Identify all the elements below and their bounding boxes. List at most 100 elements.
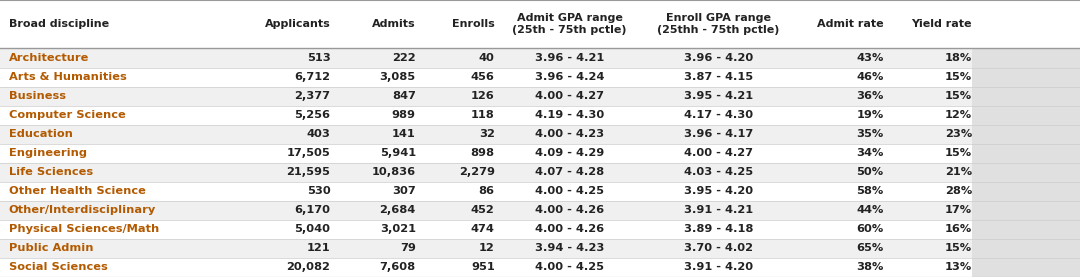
Text: Arts & Humanities: Arts & Humanities bbox=[9, 72, 126, 82]
Text: 141: 141 bbox=[392, 129, 416, 139]
Text: 3.95 - 4.21: 3.95 - 4.21 bbox=[684, 91, 753, 101]
Text: 3,021: 3,021 bbox=[380, 224, 416, 234]
Text: 15%: 15% bbox=[945, 91, 972, 101]
Text: 4.09 - 4.29: 4.09 - 4.29 bbox=[535, 148, 605, 158]
Text: 10,836: 10,836 bbox=[372, 167, 416, 177]
Text: 2,377: 2,377 bbox=[295, 91, 330, 101]
Text: 4.00 - 4.25: 4.00 - 4.25 bbox=[536, 263, 604, 273]
Text: 452: 452 bbox=[471, 205, 495, 215]
Text: 121: 121 bbox=[307, 243, 330, 253]
Text: 15%: 15% bbox=[945, 243, 972, 253]
Text: Other Health Science: Other Health Science bbox=[9, 186, 146, 196]
Text: Other/Interdisciplinary: Other/Interdisciplinary bbox=[9, 205, 156, 215]
Text: 4.00 - 4.25: 4.00 - 4.25 bbox=[536, 186, 604, 196]
Text: 5,040: 5,040 bbox=[295, 224, 330, 234]
Text: 23%: 23% bbox=[945, 129, 972, 139]
Text: 4.00 - 4.27: 4.00 - 4.27 bbox=[684, 148, 753, 158]
Text: 13%: 13% bbox=[945, 263, 972, 273]
Text: 4.19 - 4.30: 4.19 - 4.30 bbox=[535, 110, 605, 120]
Bar bbox=[0, 201, 972, 220]
Text: 6,712: 6,712 bbox=[295, 72, 330, 82]
Text: 79: 79 bbox=[400, 243, 416, 253]
Text: Physical Sciences/Math: Physical Sciences/Math bbox=[9, 224, 159, 234]
Text: 36%: 36% bbox=[856, 91, 883, 101]
Bar bbox=[0, 48, 972, 68]
Text: 38%: 38% bbox=[856, 263, 883, 273]
Text: 3.96 - 4.17: 3.96 - 4.17 bbox=[684, 129, 753, 139]
Text: 65%: 65% bbox=[856, 243, 883, 253]
Text: 403: 403 bbox=[307, 129, 330, 139]
Text: Public Admin: Public Admin bbox=[9, 243, 93, 253]
Text: 474: 474 bbox=[471, 224, 495, 234]
Text: Life Sciences: Life Sciences bbox=[9, 167, 93, 177]
Text: 4.00 - 4.27: 4.00 - 4.27 bbox=[536, 91, 604, 101]
Text: Admit rate: Admit rate bbox=[816, 19, 883, 29]
Text: Education: Education bbox=[9, 129, 72, 139]
Text: Computer Science: Computer Science bbox=[9, 110, 125, 120]
Text: 7,608: 7,608 bbox=[380, 263, 416, 273]
Text: 40: 40 bbox=[478, 53, 495, 63]
Text: 34%: 34% bbox=[856, 148, 883, 158]
Text: 21%: 21% bbox=[945, 167, 972, 177]
Text: 118: 118 bbox=[471, 110, 495, 120]
Bar bbox=[0, 163, 972, 182]
Bar bbox=[0, 125, 972, 144]
Text: 3.91 - 4.21: 3.91 - 4.21 bbox=[684, 205, 753, 215]
Text: Admits: Admits bbox=[373, 19, 416, 29]
Text: 898: 898 bbox=[471, 148, 495, 158]
Text: 5,941: 5,941 bbox=[380, 148, 416, 158]
Text: 4.07 - 4.28: 4.07 - 4.28 bbox=[535, 167, 605, 177]
Text: 3.94 - 4.23: 3.94 - 4.23 bbox=[535, 243, 605, 253]
Text: Business: Business bbox=[9, 91, 66, 101]
Text: Applicants: Applicants bbox=[265, 19, 330, 29]
Text: 12: 12 bbox=[478, 243, 495, 253]
Text: 989: 989 bbox=[392, 110, 416, 120]
Text: 222: 222 bbox=[392, 53, 416, 63]
Text: 12%: 12% bbox=[945, 110, 972, 120]
Text: 3.89 - 4.18: 3.89 - 4.18 bbox=[684, 224, 753, 234]
Text: 16%: 16% bbox=[945, 224, 972, 234]
Text: 43%: 43% bbox=[856, 53, 883, 63]
Text: 3.96 - 4.21: 3.96 - 4.21 bbox=[535, 53, 605, 63]
Text: Admit GPA range
(25th - 75th pctle): Admit GPA range (25th - 75th pctle) bbox=[512, 13, 627, 35]
Text: 456: 456 bbox=[471, 72, 495, 82]
Text: 2,684: 2,684 bbox=[379, 205, 416, 215]
Text: 5,256: 5,256 bbox=[295, 110, 330, 120]
Text: Enrolls: Enrolls bbox=[451, 19, 495, 29]
Text: 3.87 - 4.15: 3.87 - 4.15 bbox=[684, 72, 753, 82]
Text: 4.00 - 4.26: 4.00 - 4.26 bbox=[535, 224, 605, 234]
Text: 3.96 - 4.20: 3.96 - 4.20 bbox=[684, 53, 753, 63]
Text: 21,595: 21,595 bbox=[286, 167, 330, 177]
Text: 44%: 44% bbox=[856, 205, 883, 215]
Bar bbox=[0, 258, 972, 277]
Text: 17,505: 17,505 bbox=[286, 148, 330, 158]
Text: 20,082: 20,082 bbox=[286, 263, 330, 273]
Bar bbox=[0, 0, 1080, 48]
Bar bbox=[0, 239, 972, 258]
Bar bbox=[0, 68, 972, 86]
Text: 18%: 18% bbox=[945, 53, 972, 63]
Text: 2,279: 2,279 bbox=[459, 167, 495, 177]
Bar bbox=[0, 106, 972, 125]
Text: Enroll GPA range
(25thh - 75th pctle): Enroll GPA range (25thh - 75th pctle) bbox=[657, 13, 780, 35]
Bar bbox=[0, 182, 972, 201]
Text: 4.03 - 4.25: 4.03 - 4.25 bbox=[684, 167, 753, 177]
Text: 307: 307 bbox=[392, 186, 416, 196]
Text: Yield rate: Yield rate bbox=[912, 19, 972, 29]
Text: 50%: 50% bbox=[856, 167, 883, 177]
Text: 3,085: 3,085 bbox=[380, 72, 416, 82]
Text: 4.00 - 4.23: 4.00 - 4.23 bbox=[535, 129, 605, 139]
Text: Engineering: Engineering bbox=[9, 148, 86, 158]
Text: 15%: 15% bbox=[945, 72, 972, 82]
Text: 530: 530 bbox=[307, 186, 330, 196]
Text: 3.70 - 4.02: 3.70 - 4.02 bbox=[684, 243, 753, 253]
Bar bbox=[972, 0, 1080, 277]
Text: 35%: 35% bbox=[856, 129, 883, 139]
Text: 3.95 - 4.20: 3.95 - 4.20 bbox=[684, 186, 753, 196]
Text: 17%: 17% bbox=[945, 205, 972, 215]
Text: 6,170: 6,170 bbox=[295, 205, 330, 215]
Text: Social Sciences: Social Sciences bbox=[9, 263, 107, 273]
Text: 4.17 - 4.30: 4.17 - 4.30 bbox=[684, 110, 753, 120]
Text: 28%: 28% bbox=[945, 186, 972, 196]
Text: Broad discipline: Broad discipline bbox=[9, 19, 109, 29]
